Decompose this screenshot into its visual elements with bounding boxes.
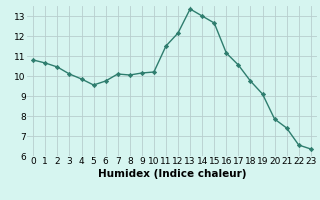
X-axis label: Humidex (Indice chaleur): Humidex (Indice chaleur): [98, 169, 246, 179]
